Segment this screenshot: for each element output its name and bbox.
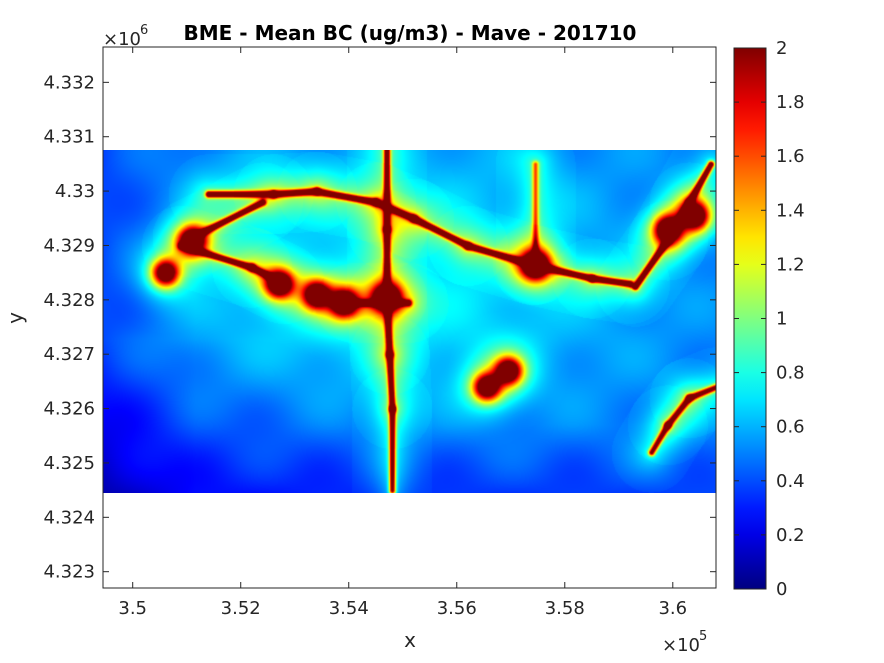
colorbar-tick-label: 1 xyxy=(776,309,787,330)
colorbar-tick-label: 0.8 xyxy=(776,363,805,384)
y-tick-label: 4.327 xyxy=(43,344,95,365)
colorbar-tick-label: 0.2 xyxy=(776,525,805,546)
y-axis-multiplier: ×10 6 xyxy=(103,23,148,50)
y-tick-label: 4.328 xyxy=(43,290,95,311)
colorbar-tick-label: 0.4 xyxy=(776,471,805,492)
colorbar-ticks: 0 0.2 0.4 0.6 0.8 1 1.2 1.4 1.6 1.8 2 xyxy=(734,38,805,600)
axes-box xyxy=(102,46,717,589)
plot-area xyxy=(102,46,717,589)
x-axis-label: x xyxy=(404,628,416,652)
colorbar-tick-label: 1.8 xyxy=(776,92,805,113)
heatmap-image xyxy=(103,150,716,493)
colorbar-tick-label: 1.6 xyxy=(776,146,805,167)
colorbar-gradient xyxy=(734,48,766,589)
y-multiplier-base: ×10 xyxy=(103,29,141,50)
y-tick-label: 4.326 xyxy=(43,399,95,420)
colorbar-tick-label: 0 xyxy=(776,579,787,600)
x-axis-multiplier: ×10 5 xyxy=(662,629,707,656)
y-tick-label: 4.331 xyxy=(43,127,95,148)
y-tick-label: 4.324 xyxy=(43,507,95,528)
x-axis-ticks: 3.5 3.52 3.54 3.56 3.58 3.6 xyxy=(118,47,687,619)
x-tick-label: 3.56 xyxy=(437,598,477,619)
colorbar-tick-label: 1.4 xyxy=(776,200,805,221)
x-multiplier-exponent: 5 xyxy=(699,629,707,644)
colorbar-tick-label: 0.6 xyxy=(776,417,805,438)
chart-title: BME - Mean BC (ug/m3) - Mave - 201710 xyxy=(184,21,637,45)
x-tick-label: 3.5 xyxy=(118,598,147,619)
y-axis-label: y xyxy=(3,312,27,324)
colorbar: 0 0.2 0.4 0.6 0.8 1 1.2 1.4 1.6 1.8 2 xyxy=(733,38,805,600)
y-multiplier-exponent: 6 xyxy=(140,23,148,38)
y-axis-ticks: 4.323 4.324 4.325 4.326 4.327 4.328 4.329 4.33 4… xyxy=(43,72,716,583)
y-tick-label: 4.325 xyxy=(43,453,95,474)
y-tick-label: 4.323 xyxy=(43,562,95,583)
y-tick-label: 4.329 xyxy=(43,235,95,256)
x-tick-label: 3.54 xyxy=(329,598,369,619)
colorbar-tick-label: 1.2 xyxy=(776,254,805,275)
x-multiplier-base: ×10 xyxy=(662,635,700,656)
y-tick-label: 4.33 xyxy=(55,181,95,202)
x-tick-label: 3.6 xyxy=(658,598,687,619)
colorbar-tick-label: 2 xyxy=(776,38,787,59)
y-tick-label: 4.332 xyxy=(43,72,95,93)
x-tick-label: 3.58 xyxy=(545,598,585,619)
x-tick-label: 3.52 xyxy=(221,598,261,619)
